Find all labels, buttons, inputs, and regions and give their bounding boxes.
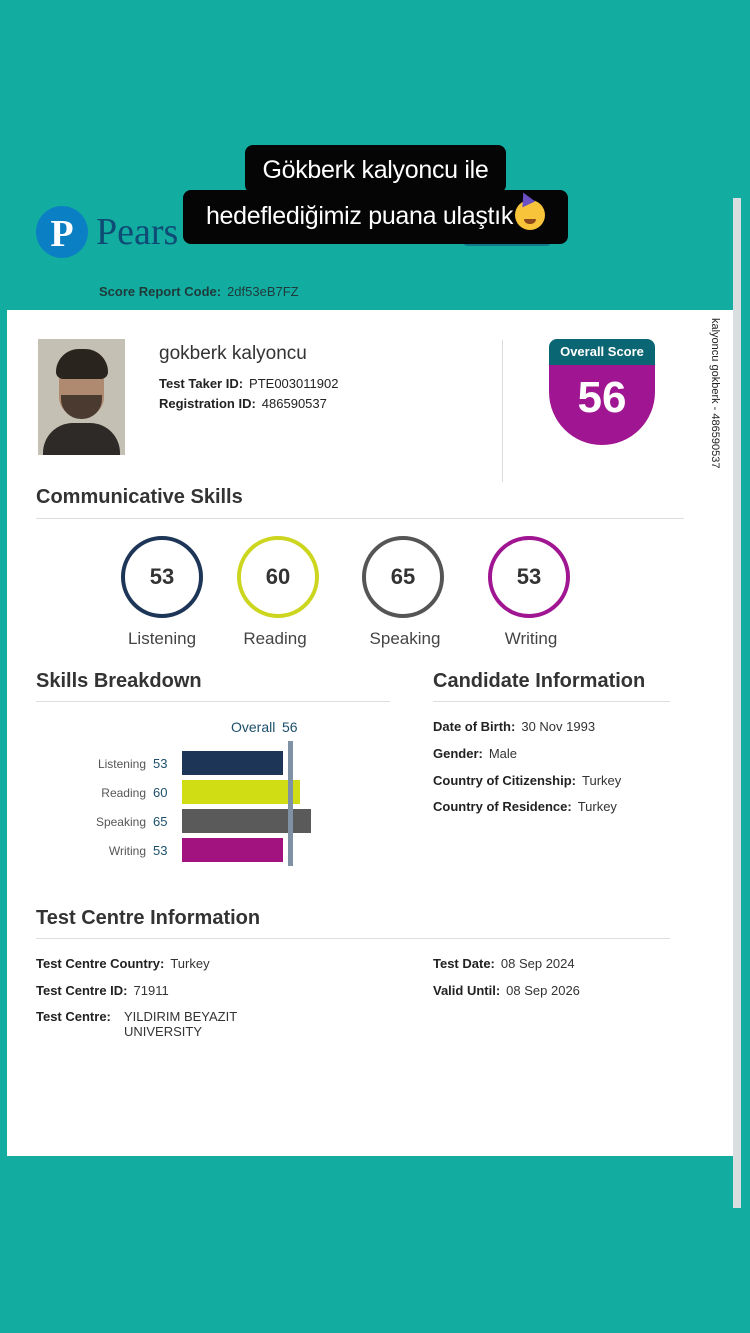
test-date-value: 08 Sep 2024 xyxy=(500,956,575,971)
breakdown-bar-listening xyxy=(182,751,284,775)
party-face-emoji-icon xyxy=(515,200,546,231)
score-report-code-value: 2df53eB7FZ xyxy=(227,284,299,299)
candidate-name: gokberk kalyoncu xyxy=(159,343,307,364)
speaking-score-circle: 65 xyxy=(362,536,444,618)
breakdown-value-reading: 60 xyxy=(153,785,168,800)
test-centre-label-line: Test Centre: xyxy=(36,1009,117,1024)
overall-score-value: 56 xyxy=(549,365,655,445)
test-centre-rule xyxy=(36,938,670,939)
test-centre-country-label: Test Centre Country: xyxy=(36,956,165,971)
communicative-rule xyxy=(36,518,684,519)
candidate-information-title: Candidate Information xyxy=(433,670,646,692)
breakdown-value-listening: 53 xyxy=(153,756,168,771)
communicative-skills-title: Communicative Skills xyxy=(36,486,243,508)
test-centre-country: Test Centre Country: Turkey xyxy=(36,956,210,971)
caption-line2-text: hedeflediğimiz puana ulaştık xyxy=(205,202,514,230)
reading-label: Reading xyxy=(243,629,307,648)
breakdown-bar-reading xyxy=(182,780,300,804)
test-centre-country-value: Turkey xyxy=(170,956,210,971)
listening-score-circle: 53 xyxy=(121,536,203,618)
test-centre-name-line1: YILDIRIM BEYAZIT xyxy=(124,1009,238,1024)
registration-id-value: 486590537 xyxy=(261,396,327,411)
country-of-residence: Country of Residence: Turkey xyxy=(433,799,617,814)
dob-value: 30 Nov 1993 xyxy=(521,719,596,734)
test-taker-id: Test Taker ID: PTE003011902 xyxy=(159,376,338,391)
breakdown-label-listening: Listening xyxy=(97,757,146,771)
residence-label: Country of Residence: xyxy=(433,799,572,814)
citizenship-label: Country of Citizenship: xyxy=(433,773,576,788)
candidate-photo xyxy=(38,339,125,455)
valid-until-value: 08 Sep 2026 xyxy=(506,983,580,998)
breakdown-overall-label: Overall xyxy=(231,719,276,735)
breakdown-bar-writing xyxy=(182,838,284,862)
report-footer-band xyxy=(7,1156,733,1208)
writing-score-circle: 53 xyxy=(488,536,570,618)
valid-until-label: Valid Until: xyxy=(433,983,501,998)
citizenship-value: Turkey xyxy=(582,773,622,788)
gender: Gender: Male xyxy=(433,746,517,761)
test-date: Test Date: 08 Sep 2024 xyxy=(433,956,575,971)
registration-id: Registration ID: 486590537 xyxy=(159,396,327,411)
valid-until: Valid Until: 08 Sep 2026 xyxy=(433,983,580,998)
sheet-edge xyxy=(733,198,741,1208)
test-centre-information-title: Test Centre Information xyxy=(36,907,261,929)
reading-score-circle: 60 xyxy=(237,536,319,618)
breakdown-overall-value: 56 xyxy=(282,719,298,735)
score-report-code-label: Score Report Code: xyxy=(99,284,222,299)
test-centre-label: Test Centre: xyxy=(36,1009,111,1024)
breakdown-value-writing: 53 xyxy=(153,843,168,858)
test-taker-id-value: PTE003011902 xyxy=(249,376,339,391)
test-taker-id-label: Test Taker ID: xyxy=(159,376,244,391)
brand-name: Pears xyxy=(96,211,179,253)
breakdown-overall-marker xyxy=(288,741,294,866)
country-of-citizenship: Country of Citizenship: Turkey xyxy=(433,773,621,788)
residence-value: Turkey xyxy=(577,799,617,814)
test-centre-id-label: Test Centre ID: xyxy=(36,983,128,998)
breakdown-rule xyxy=(36,701,390,702)
gender-value: Male xyxy=(488,746,518,761)
breakdown-value-speaking: 65 xyxy=(153,814,168,829)
score-report: P Pears Score Report Code: 2df53eB7FZ gok… xyxy=(7,198,733,1208)
registration-id-label: Registration ID: xyxy=(159,396,256,411)
story-caption-line1: Gökberk kalyoncu ile xyxy=(245,145,506,193)
breakdown-label-reading: Reading xyxy=(101,786,146,800)
date-of-birth: Date of Birth: 30 Nov 1993 xyxy=(433,719,595,734)
test-centre-id: Test Centre ID: 71911 xyxy=(36,983,169,998)
skills-breakdown-title: Skills Breakdown xyxy=(36,670,202,692)
writing-label: Writing xyxy=(504,629,558,648)
dob-label: Date of Birth: xyxy=(433,719,516,734)
breakdown-label-writing: Writing xyxy=(108,844,146,858)
overall-score-badge: Overall Score 56 xyxy=(549,339,655,445)
caption-line1-text: Gökberk kalyoncu ile xyxy=(262,156,489,184)
gender-label: Gender: xyxy=(433,746,483,761)
header-divider xyxy=(502,340,503,482)
speaking-label: Speaking xyxy=(369,629,441,648)
side-candidate-text: kalyoncu gokberk - 486590537 xyxy=(709,318,721,469)
pearson-logo-icon: P xyxy=(36,206,88,258)
score-report-code: Score Report Code: 2df53eB7FZ xyxy=(99,284,299,299)
breakdown-label-speaking: Speaking xyxy=(95,815,146,829)
overall-score-label: Overall Score xyxy=(549,339,655,365)
test-centre-name: YILDIRIM BEYAZIT UNIVERSITY xyxy=(124,1009,237,1039)
test-date-label: Test Date: xyxy=(433,956,495,971)
listening-label: Listening xyxy=(127,629,197,648)
test-centre-name-line2: UNIVERSITY xyxy=(124,1024,203,1039)
candidate-info-rule xyxy=(433,701,670,702)
story-caption-line2: hedeflediğimiz puana ulaştık xyxy=(183,190,568,244)
test-centre-id-value: 71911 xyxy=(133,983,169,998)
